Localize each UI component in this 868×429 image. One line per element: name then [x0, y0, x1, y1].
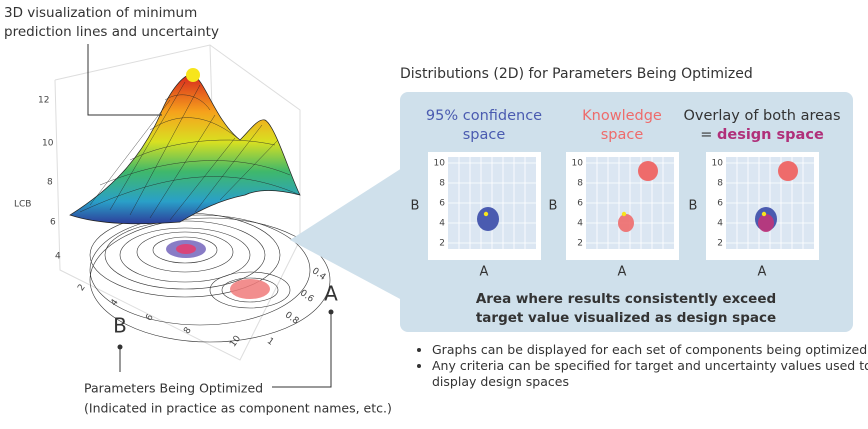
distributions-title: Distributions (2D) for Parameters Being … [400, 66, 753, 82]
optimum-dot [761, 211, 767, 217]
bullet: Any criteria can be specified for target… [432, 358, 868, 390]
z-tick: 6 [50, 218, 56, 228]
y-label: B [549, 199, 558, 214]
peak-marker [186, 68, 200, 82]
x-label: A [618, 265, 627, 280]
a-tick: 0.4 [310, 266, 328, 283]
knowledge-blob [778, 161, 798, 181]
y-label: B [689, 199, 698, 214]
panel-heading: Overlay of both areas [683, 108, 840, 124]
bullet-list: Graphs can be displayed for each set of … [420, 342, 868, 390]
panel-heading: Knowledge [582, 108, 662, 124]
y-tick: 4 [439, 219, 445, 229]
z-axis-label: LCB [14, 200, 31, 210]
z-tick: 12 [38, 96, 49, 106]
y-tick: 2 [439, 239, 445, 249]
a-axis-label: A [324, 282, 338, 306]
x-label: A [758, 265, 767, 280]
b-axis-label: B [113, 314, 127, 338]
b-tick: 8 [182, 326, 194, 337]
y-tick: 6 [577, 199, 583, 209]
y-tick: 4 [577, 219, 583, 229]
caption-note: (Indicated in practice as component name… [84, 401, 392, 416]
knowledge-blob [618, 214, 634, 232]
y-tick: 2 [577, 239, 583, 249]
b-tick: 10 [228, 334, 243, 349]
y-tick: 8 [717, 179, 723, 189]
heading-text: = [700, 127, 712, 143]
callout [290, 168, 402, 300]
y-tick: 8 [439, 179, 445, 189]
z-tick: 4 [55, 252, 61, 262]
z-tick: 10 [42, 139, 54, 149]
footer: Area where results consistently exceed [476, 291, 776, 307]
knowledge-blob [638, 161, 658, 181]
panel-heading: = design space [700, 127, 824, 143]
b-tick: 4 [109, 298, 121, 309]
bullet: Graphs can be displayed for each set of … [432, 342, 868, 358]
y-tick: 10 [572, 159, 584, 169]
surface-title: 3D visualization of minimum [4, 5, 197, 21]
contour-lines [89, 212, 331, 343]
y-tick: 4 [717, 219, 723, 229]
panel-heading: space [463, 127, 506, 143]
pointer-line [272, 312, 332, 388]
knowledge-blob [758, 214, 774, 232]
pointer-line [87, 44, 162, 116]
panel-heading: 95% confidence [426, 108, 542, 124]
a-tick: 0.6 [298, 288, 316, 305]
a-tick: 1 [265, 336, 275, 347]
footer: target value visualized as design space [476, 310, 776, 326]
confidence-blob [477, 207, 499, 231]
y-label: B [411, 199, 420, 214]
y-tick: 6 [439, 199, 445, 209]
y-tick: 10 [434, 159, 446, 169]
optimum-dot [621, 211, 627, 217]
b-tick: 2 [76, 283, 87, 293]
z-tick: 8 [47, 178, 53, 188]
surface-title: prediction lines and uncertainty [4, 24, 219, 40]
contour-blob [176, 244, 196, 254]
surface-mesh [79, 81, 301, 221]
y-tick: 8 [577, 179, 583, 189]
contour-blob [230, 279, 270, 299]
y-tick: 6 [717, 199, 723, 209]
caption-title: Parameters Being Optimized [84, 381, 263, 396]
x-label: A [480, 265, 489, 280]
a-tick: 0.8 [283, 310, 301, 327]
surface [69, 74, 301, 225]
b-tick: 6 [144, 313, 156, 324]
panel-heading: space [601, 127, 644, 143]
heading-highlight: design space [717, 127, 824, 143]
y-tick: 2 [717, 239, 723, 249]
optimum-dot [483, 211, 489, 217]
y-tick: 10 [712, 159, 724, 169]
